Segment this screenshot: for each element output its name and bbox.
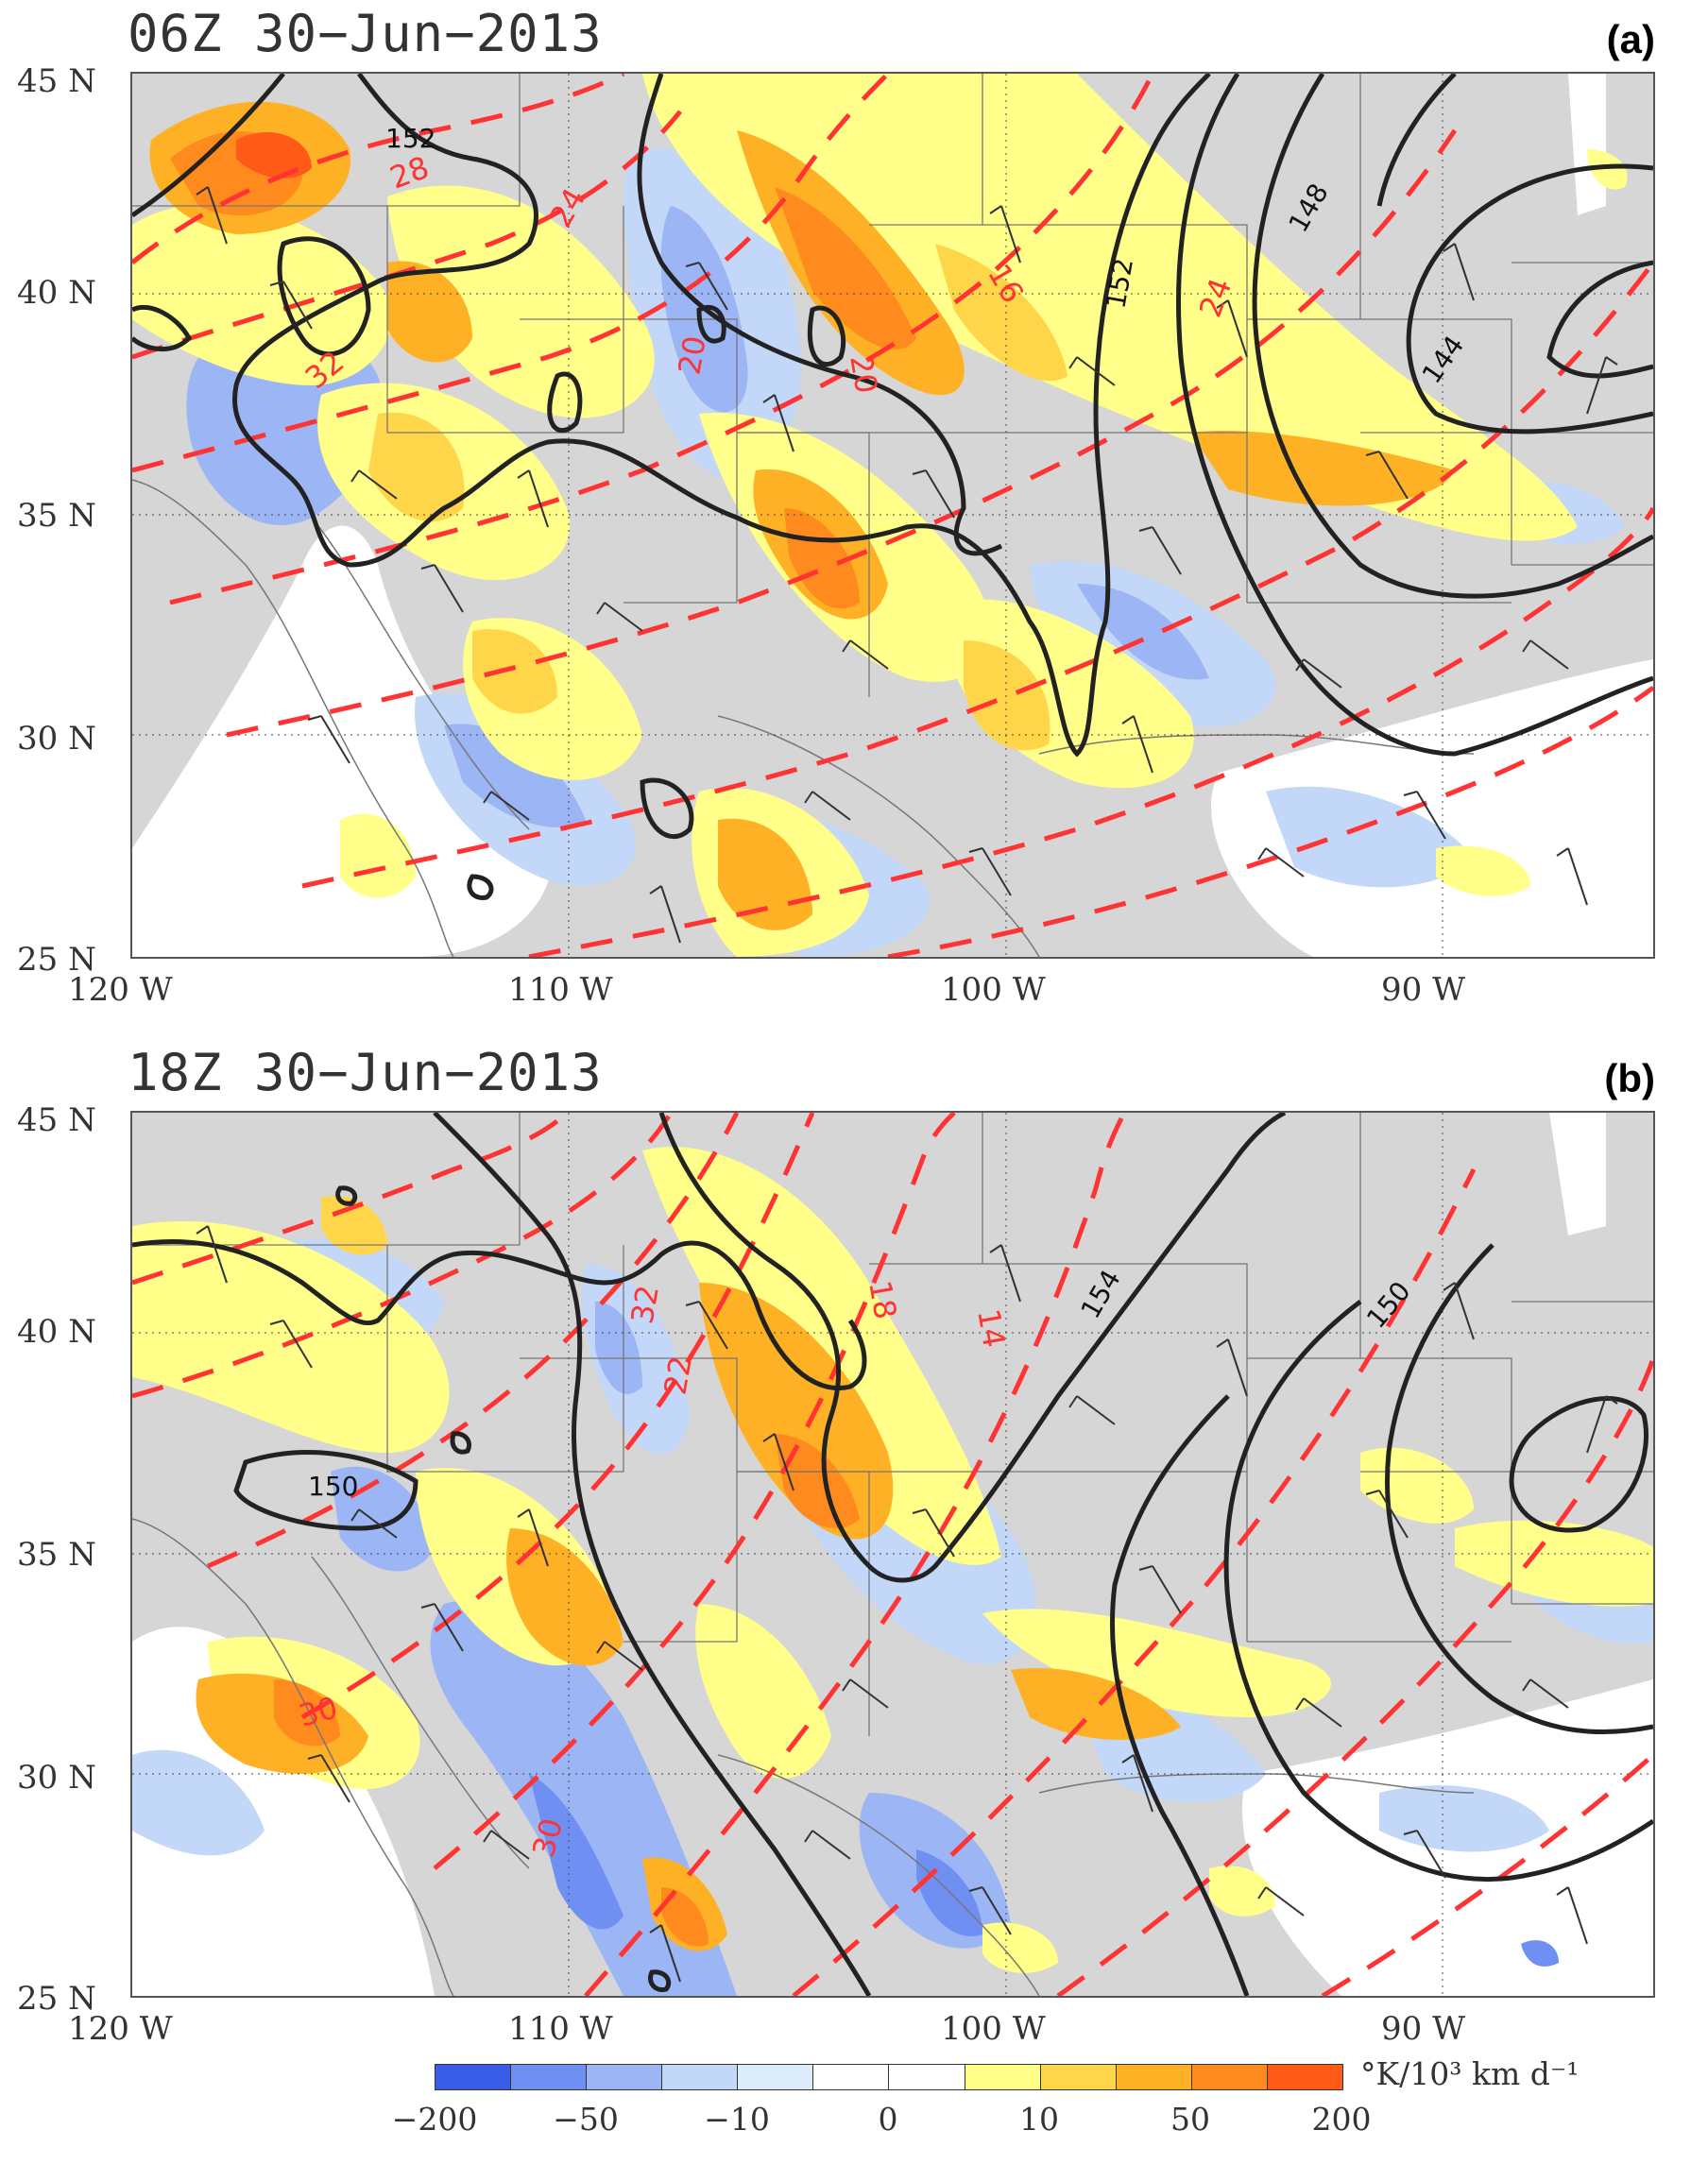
colorbar-swatch <box>1040 2065 1117 2089</box>
advection-shading <box>132 74 1653 957</box>
map-frame: 152 148 144 152 28 24 20 20 16 32 24 <box>130 72 1655 959</box>
colorbar-tick: −50 <box>553 2101 619 2138</box>
label-height-150a: 150 <box>1360 1275 1417 1334</box>
state-borders <box>132 74 1653 697</box>
panel-label: (a) <box>1606 17 1655 61</box>
lat-label-30: 30 N <box>17 1759 96 1797</box>
temperature-contours <box>132 74 1653 957</box>
label-temp-20b: 20 <box>843 352 884 397</box>
colorbar-units: °K/10³ km d⁻¹ <box>1360 2055 1580 2092</box>
lat-label-35: 35 N <box>17 1536 96 1574</box>
label-temp-20a: 20 <box>671 333 712 378</box>
label-temp-18: 18 <box>862 1278 903 1322</box>
lon-label-90w: 90 W <box>1381 2010 1466 2048</box>
state-borders <box>132 1113 1653 1736</box>
label-temp-32: 32 <box>623 1283 665 1327</box>
colorbar-swatch <box>662 2065 739 2089</box>
lon-label-90w: 90 W <box>1381 971 1466 1009</box>
lat-label-40: 40 N <box>17 274 96 312</box>
height-contours <box>132 74 1653 900</box>
colorbar-swatch <box>1191 2065 1268 2089</box>
colorbar-tick: 10 <box>1019 2101 1059 2138</box>
label-temp-14: 14 <box>970 1306 1012 1351</box>
map-svg: 152 148 144 152 28 24 20 20 16 32 24 <box>132 74 1653 957</box>
map-frame: 154 150 150 18 14 22 32 30 30 <box>130 1111 1655 1998</box>
label-height-152a: 152 <box>385 123 436 154</box>
wind-barbs <box>196 1225 1618 1983</box>
lon-label-120w: 120 W <box>68 2010 173 2048</box>
panel-label: (b) <box>1604 1056 1655 1100</box>
panel-a: 06Z 30−Jun−2013 (a) 45 N 40 N 35 N 30 N … <box>0 0 1708 1039</box>
colorbar-swatch <box>965 2065 1041 2089</box>
panel-title: 18Z 30−Jun−2013 <box>128 1043 603 1102</box>
lat-label-25: 25 N <box>17 1980 96 2018</box>
label-height-148: 148 <box>1282 179 1334 238</box>
colorbar-swatch <box>813 2065 890 2089</box>
colorbar-swatch <box>1116 2065 1192 2089</box>
lon-label-100w: 100 W <box>941 971 1046 1009</box>
lon-label-110w: 110 W <box>508 971 613 1009</box>
lon-label-120w: 120 W <box>68 971 173 1009</box>
wind-barbs <box>196 186 1618 944</box>
colorbar-swatch <box>587 2065 663 2089</box>
lat-label-45: 45 N <box>17 1101 96 1139</box>
map-svg: 154 150 150 18 14 22 32 30 30 <box>132 1113 1653 1996</box>
colorbar-tick: 50 <box>1170 2101 1210 2138</box>
colorbar <box>435 2064 1343 2090</box>
lat-label-30: 30 N <box>17 720 96 758</box>
height-contours <box>132 1113 1653 1996</box>
colorbar-swatch <box>436 2065 512 2089</box>
coastline <box>132 1518 1475 1996</box>
panel-b: 18Z 30−Jun−2013 (b) 45 N 40 N 35 N 30 N … <box>0 1039 1708 2078</box>
colorbar-tick: 0 <box>878 2101 898 2138</box>
lon-label-100w: 100 W <box>941 2010 1046 2048</box>
label-height-144: 144 <box>1416 330 1471 389</box>
label-height-150b: 150 <box>308 1471 358 1502</box>
colorbar-tick: −10 <box>704 2101 770 2138</box>
colorbar-swatch <box>1267 2065 1342 2089</box>
colorbar-tick: −200 <box>391 2101 478 2138</box>
label-temp-22: 22 <box>657 1354 698 1398</box>
panel-title: 06Z 30−Jun−2013 <box>128 4 603 63</box>
lat-label-25: 25 N <box>17 941 96 979</box>
temperature-contours <box>132 1113 1653 1996</box>
colorbar-swatch <box>511 2065 588 2089</box>
colorbar-swatch <box>889 2065 965 2089</box>
lat-label-35: 35 N <box>17 497 96 535</box>
colorbar-tick: 200 <box>1311 2101 1372 2138</box>
lat-label-45: 45 N <box>17 62 96 100</box>
lat-label-40: 40 N <box>17 1313 96 1351</box>
colorbar-swatch <box>738 2065 814 2089</box>
lon-label-110w: 110 W <box>508 2010 613 2048</box>
